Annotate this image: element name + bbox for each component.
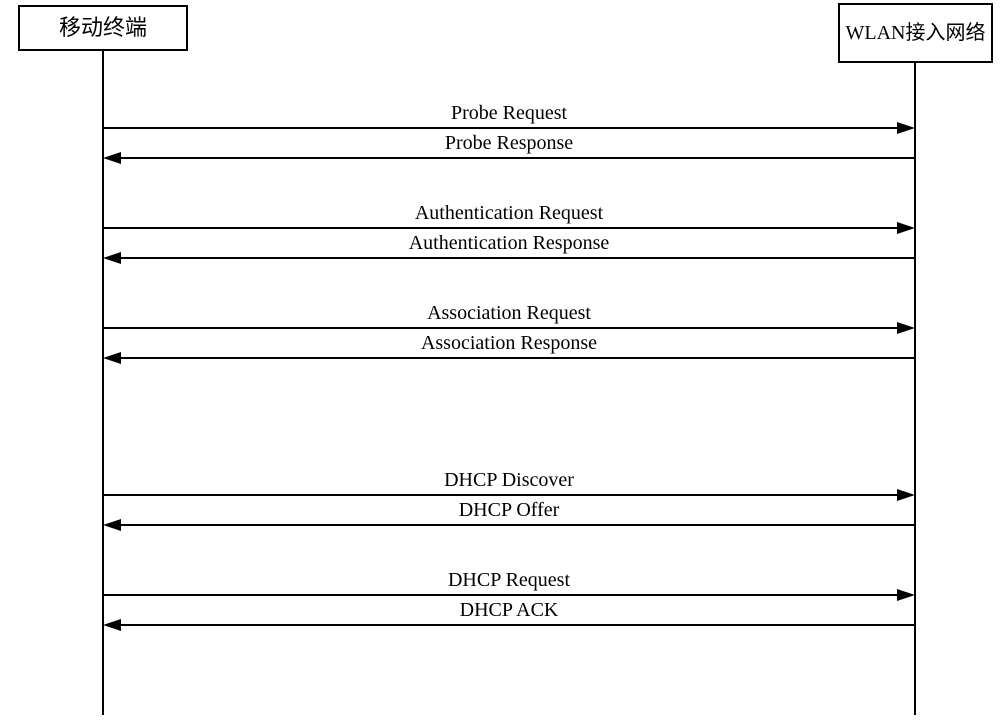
participant-left-label: 移动终端	[59, 14, 147, 43]
message-line-4	[103, 327, 897, 329]
message-label-2: Authentication Request	[103, 202, 915, 225]
message-line-7	[121, 524, 915, 526]
message-label-5: Association Response	[103, 332, 915, 355]
message-line-3	[121, 257, 915, 259]
message-label-0: Probe Request	[103, 102, 915, 125]
message-line-8	[103, 594, 897, 596]
message-line-6	[103, 494, 897, 496]
message-line-5	[121, 357, 915, 359]
participant-right-label: WLAN接入网络	[846, 20, 986, 46]
participant-right-box: WLAN接入网络	[838, 3, 993, 63]
message-line-1	[121, 157, 915, 159]
sequence-diagram: 移动终端 WLAN接入网络 Probe Request Probe Response A…	[0, 0, 1000, 722]
message-label-6: DHCP Discover	[103, 469, 915, 492]
message-label-1: Probe Response	[103, 132, 915, 155]
message-label-8: DHCP Request	[103, 569, 915, 592]
message-label-3: Authentication Response	[103, 232, 915, 255]
message-line-2	[103, 227, 897, 229]
message-label-9: DHCP ACK	[103, 599, 915, 622]
message-line-9	[121, 624, 915, 626]
message-label-7: DHCP Offer	[103, 499, 915, 522]
message-line-0	[103, 127, 897, 129]
message-label-4: Association Request	[103, 302, 915, 325]
participant-left-box: 移动终端	[18, 5, 188, 51]
